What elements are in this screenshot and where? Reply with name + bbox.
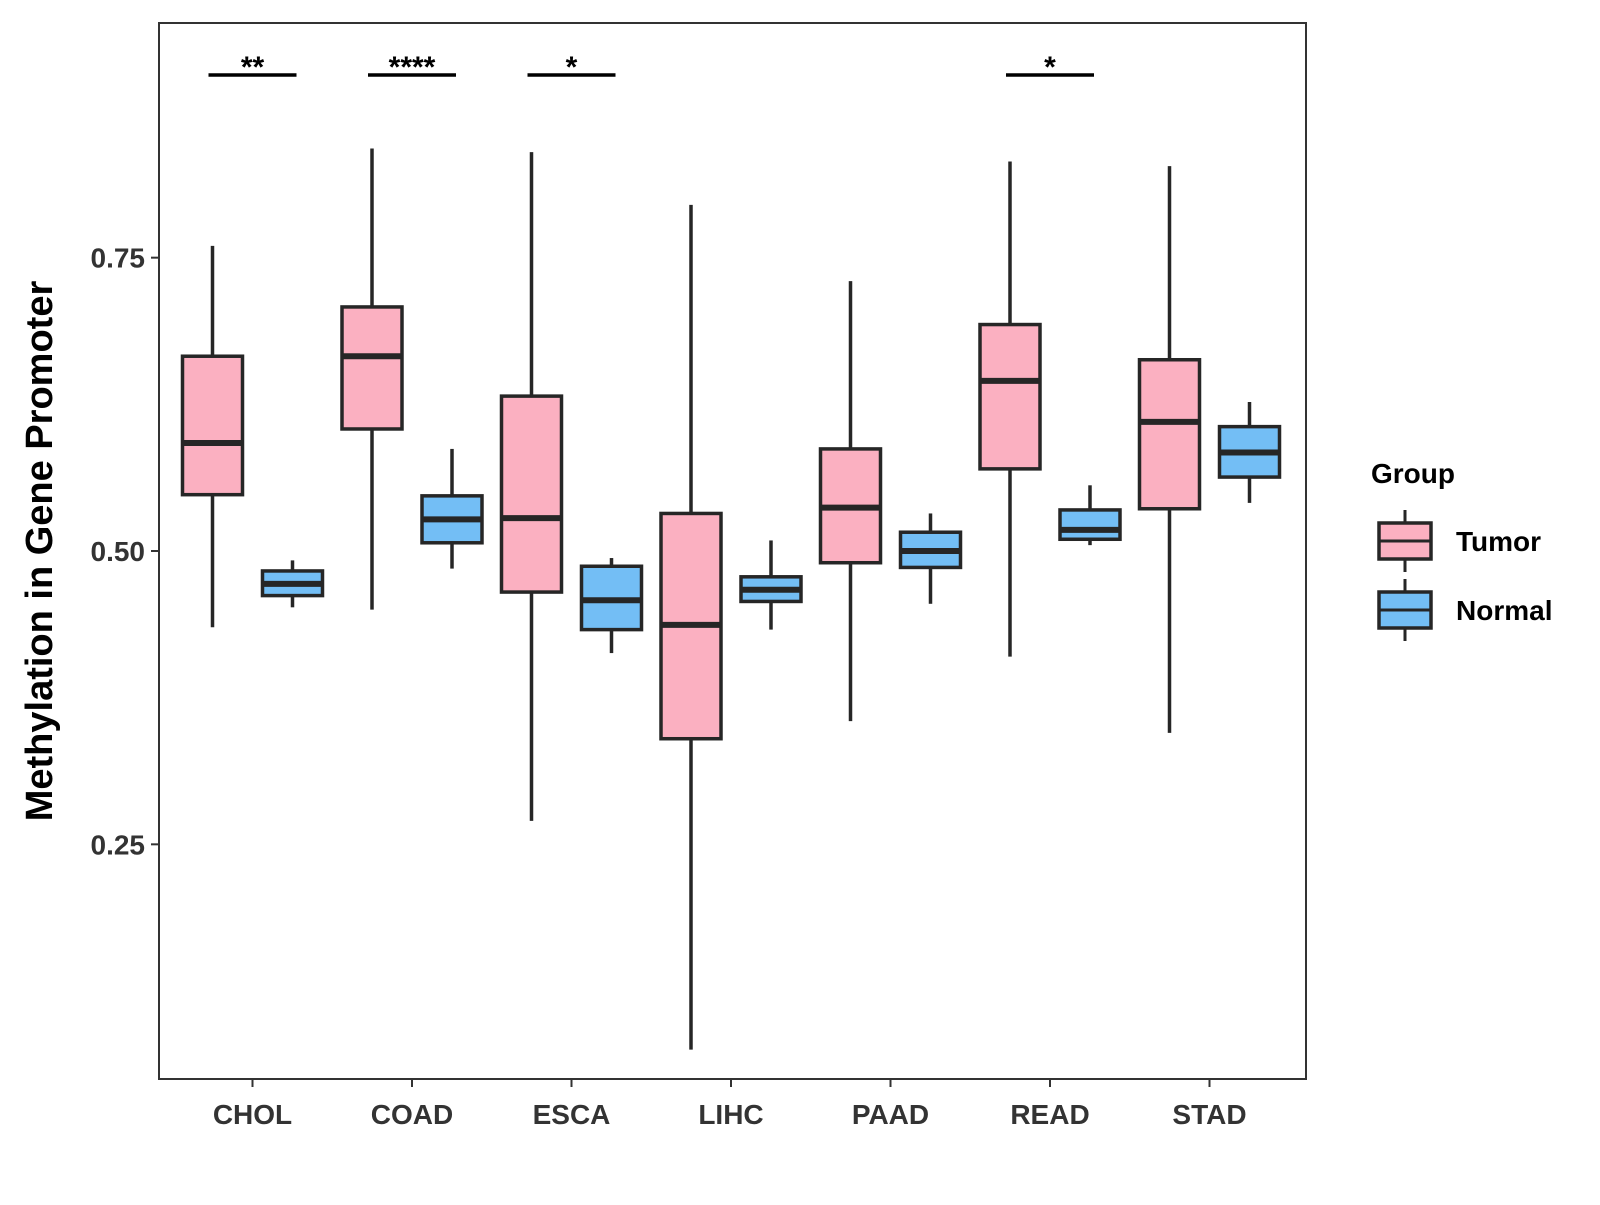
- box-tumor-stad: [1137, 166, 1202, 733]
- y-tick-label: 0.50: [91, 536, 146, 567]
- box-normal-read: [1058, 485, 1122, 546]
- box-iqr: [1058, 508, 1122, 542]
- box-tumor-paad: [818, 281, 883, 722]
- boxes: [180, 148, 1282, 1050]
- box-normal-chol: [260, 560, 325, 608]
- legend-title: Group: [1371, 458, 1455, 489]
- x-tick-label: READ: [1010, 1099, 1089, 1130]
- box-normal-coad: [420, 448, 484, 569]
- box-iqr: [1137, 357, 1202, 511]
- box-normal-lihc: [739, 540, 803, 630]
- box-iqr: [340, 305, 404, 431]
- legend: Group Tumor Normal: [1371, 458, 1552, 641]
- box-iqr: [180, 354, 245, 497]
- significance-label: ****: [389, 51, 436, 84]
- box-tumor-lihc: [659, 204, 723, 1050]
- y-tick-label: 0.75: [91, 243, 146, 274]
- x-tick-label: LIHC: [698, 1099, 763, 1130]
- significance-label: *: [566, 51, 578, 84]
- y-tick-label: 0.25: [91, 829, 146, 860]
- plot-panel-border: [158, 22, 1307, 1080]
- box-iqr: [499, 394, 564, 594]
- axis-ticks: 0.25 0.50 0.75 CHOL COAD ESCA LIHC PAAD READ STAD: [91, 243, 1247, 1130]
- x-tick-label: CHOL: [213, 1099, 292, 1130]
- x-tick-label: COAD: [371, 1099, 453, 1130]
- box-tumor-chol: [180, 245, 245, 628]
- box-tumor-read: [978, 161, 1042, 657]
- box-normal-paad: [898, 513, 963, 604]
- x-tick-label: ESCA: [533, 1099, 611, 1130]
- box-iqr: [978, 322, 1042, 471]
- legend-label-normal: Normal: [1456, 595, 1552, 626]
- box-normal-esca: [579, 558, 644, 654]
- significance-label: **: [241, 51, 265, 84]
- x-tick-label: STAD: [1172, 1099, 1246, 1130]
- significance-label: *: [1044, 51, 1056, 84]
- box-tumor-esca: [499, 152, 564, 821]
- box-tumor-coad: [340, 148, 404, 610]
- y-axis-title: Methylation in Gene Promoter: [19, 281, 61, 822]
- significance-annotations: ** **** * *: [208, 51, 1094, 84]
- legend-label-tumor: Tumor: [1456, 526, 1541, 557]
- x-tick-label: PAAD: [852, 1099, 929, 1130]
- box-normal-stad: [1217, 401, 1282, 503]
